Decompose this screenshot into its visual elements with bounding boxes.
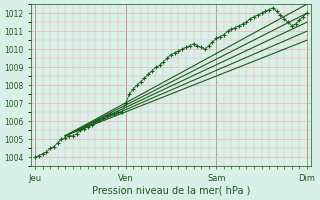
X-axis label: Pression niveau de la mer( hPa ): Pression niveau de la mer( hPa ) bbox=[92, 186, 250, 196]
